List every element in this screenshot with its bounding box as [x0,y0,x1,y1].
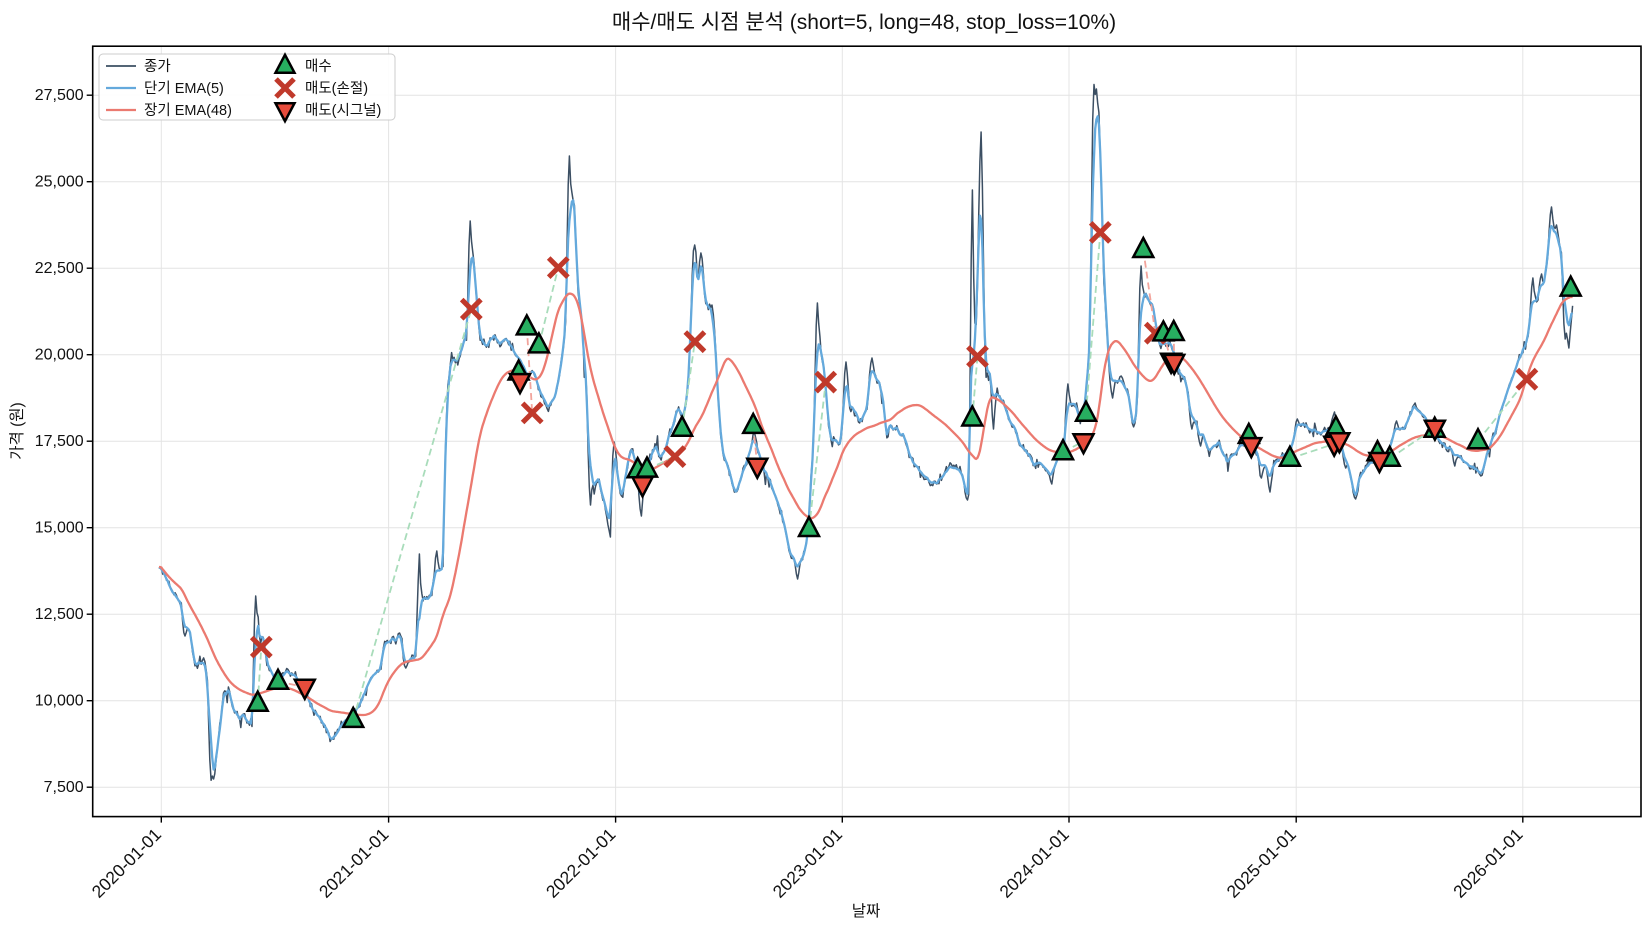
svg-text:25,000: 25,000 [35,174,84,191]
svg-text:매도(시그널): 매도(시그널) [305,102,381,119]
svg-text:가격 (원): 가격 (원) [8,402,26,459]
svg-text:15,000: 15,000 [35,520,84,537]
svg-text:매수: 매수 [305,58,332,75]
svg-text:20,000: 20,000 [35,347,84,364]
svg-text:날짜: 날짜 [852,902,881,920]
svg-text:7,500: 7,500 [44,779,84,796]
svg-text:27,500: 27,500 [35,87,84,104]
svg-text:종가: 종가 [144,58,171,75]
svg-text:22,500: 22,500 [35,260,84,277]
svg-text:단기 EMA(5): 단기 EMA(5) [144,80,224,97]
svg-text:17,500: 17,500 [35,433,84,450]
svg-text:10,000: 10,000 [35,693,84,710]
svg-text:장기 EMA(48): 장기 EMA(48) [144,102,232,119]
svg-text:매도(손절): 매도(손절) [305,80,368,97]
svg-text:매수/매도 시점 분석 (short=5, long=48,: 매수/매도 시점 분석 (short=5, long=48, stop_loss… [612,11,1116,34]
svg-text:12,500: 12,500 [35,606,84,623]
